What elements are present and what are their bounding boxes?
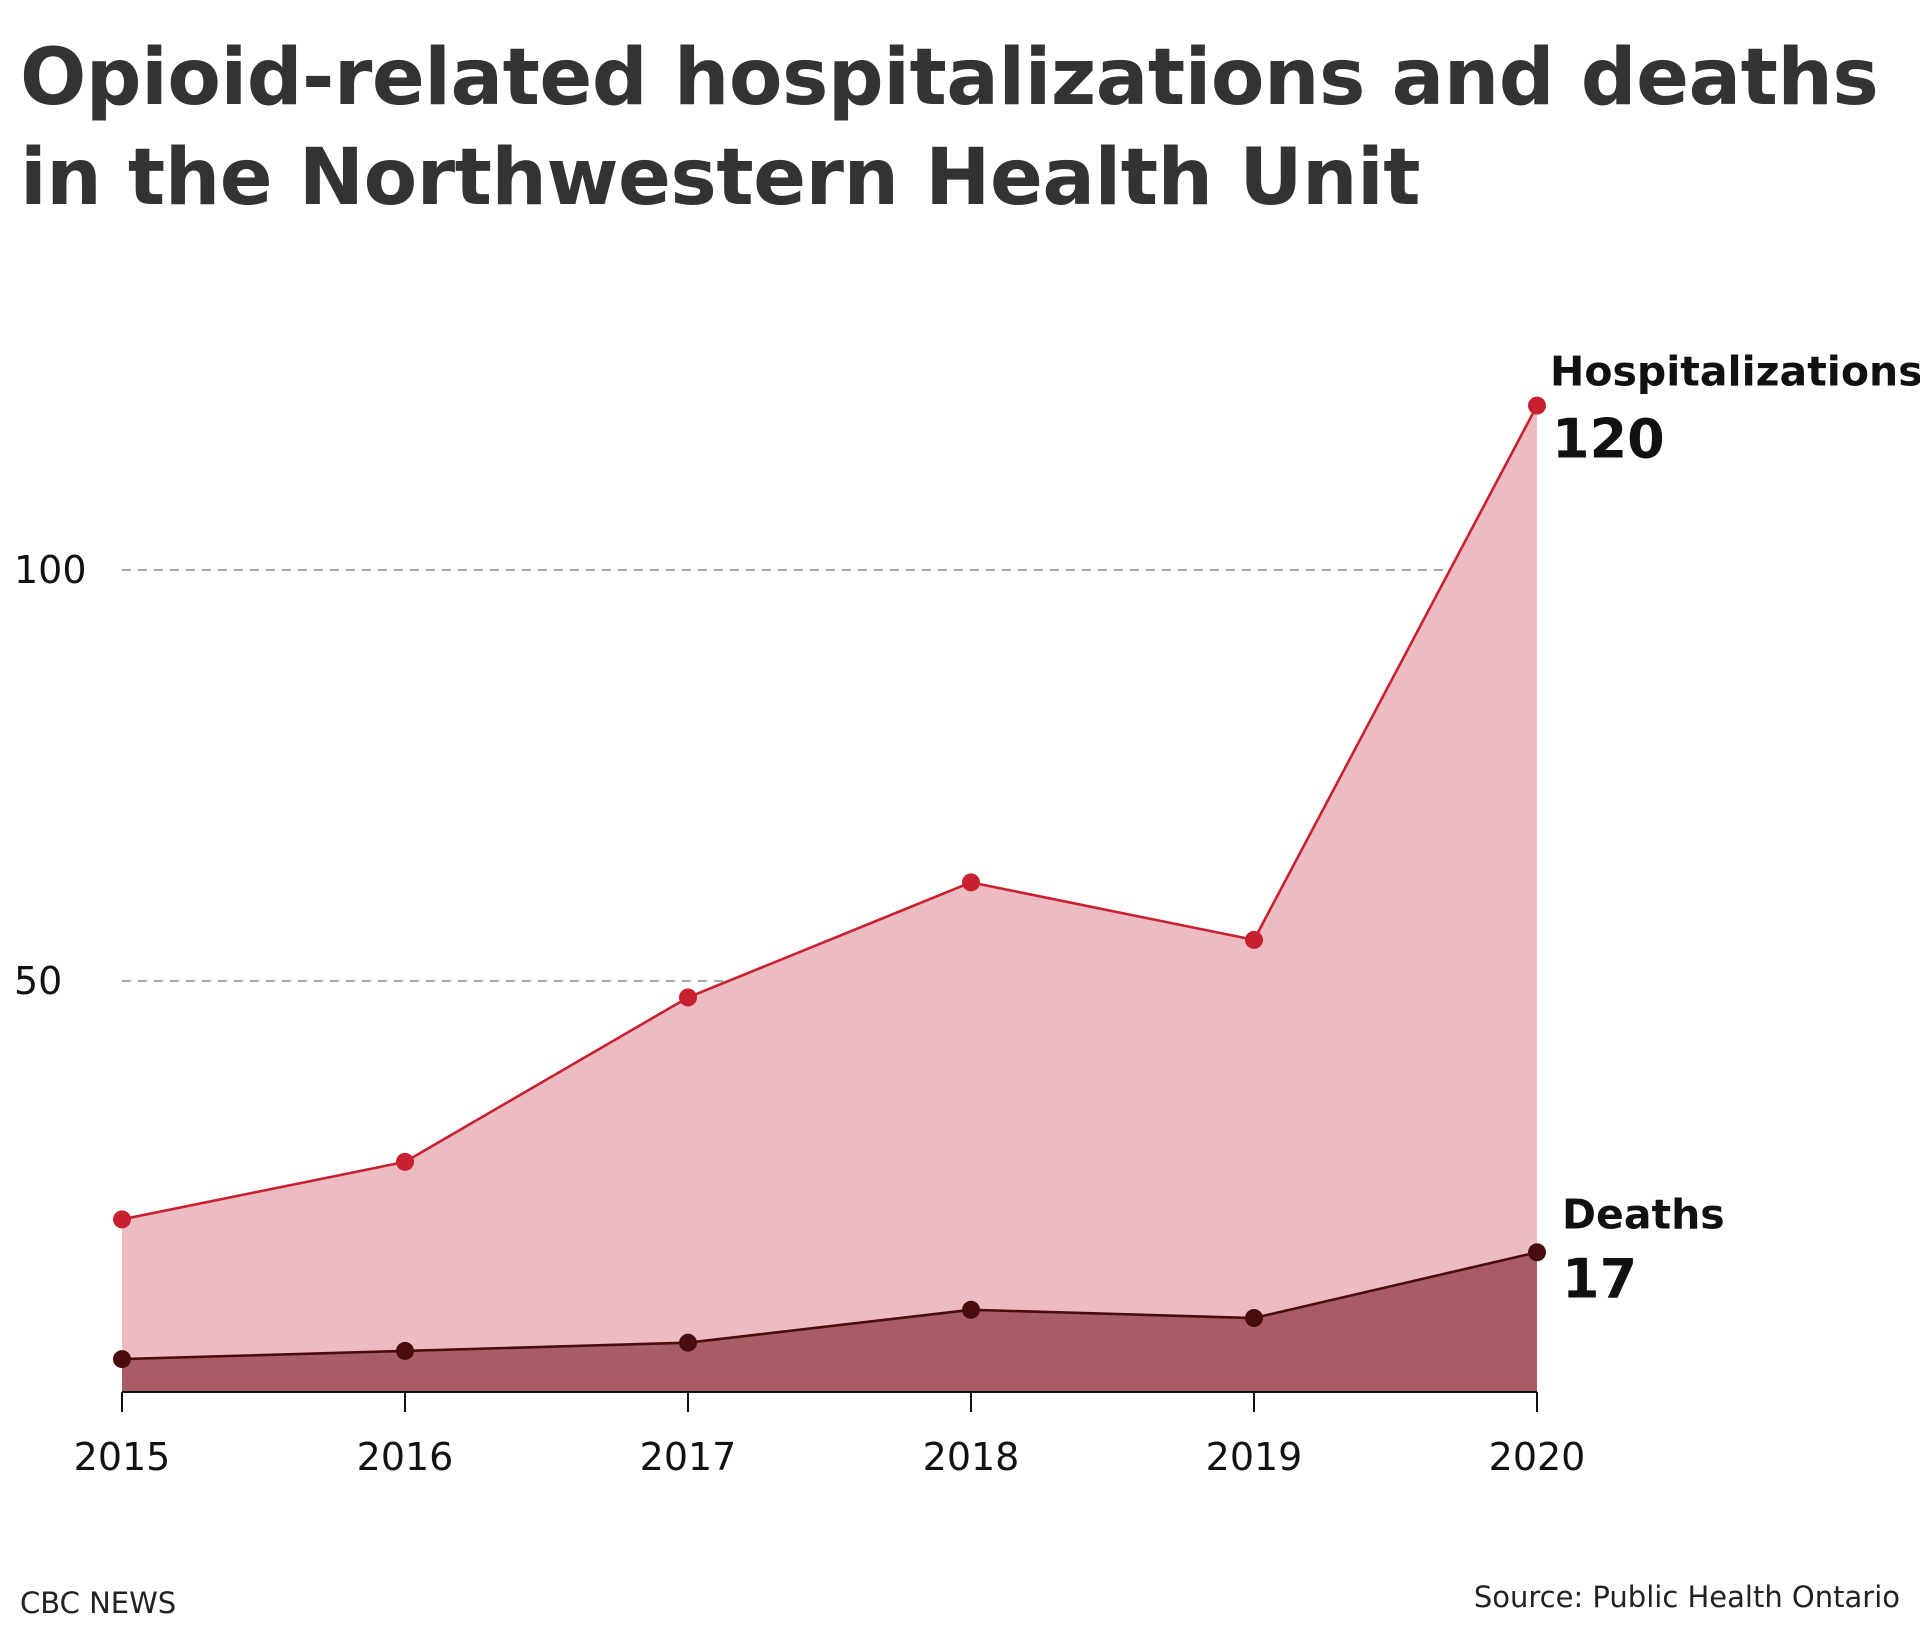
deaths-point: [1245, 1309, 1263, 1328]
x-tick-label: 2016: [357, 1435, 454, 1479]
x-tick-label: 2015: [74, 1435, 171, 1479]
series-name-hospitalizations: Hospitalizations: [1550, 348, 1920, 396]
hospitalizations-point: [679, 988, 697, 1007]
y-tick-label: 50: [14, 959, 62, 1003]
chart-title: Opioid-related hospitalizations and deat…: [20, 33, 1879, 223]
hospitalizations-point: [1528, 396, 1546, 415]
area-deaths: [122, 1252, 1537, 1392]
source-note: Source: Public Health Ontario: [1473, 1580, 1900, 1614]
series-areas: [122, 405, 1537, 1393]
area-hospitalizations: [122, 405, 1537, 1393]
hospitalizations-point: [113, 1210, 131, 1229]
deaths-point: [396, 1341, 414, 1360]
x-axis: 2015 2016 2017 2018 2019 2020: [74, 1391, 1586, 1479]
y-tick-label: 100: [14, 548, 87, 592]
deaths-point: [962, 1300, 980, 1319]
data-points: [113, 396, 1546, 1369]
deaths-point: [1528, 1243, 1546, 1262]
x-tick-label: 2019: [1206, 1435, 1303, 1479]
hospitalizations-point: [962, 873, 980, 892]
x-tick-label: 2017: [640, 1435, 737, 1479]
series-value-deaths: 17: [1562, 1247, 1637, 1310]
deaths-point: [679, 1333, 697, 1352]
hospitalizations-point: [396, 1152, 414, 1171]
hospitalizations-point: [1245, 930, 1263, 949]
deaths-point: [113, 1350, 131, 1369]
series-labels: Hospitalizations 120 Deaths 17: [1550, 348, 1920, 1311]
x-tick-label: 2020: [1489, 1435, 1586, 1479]
credit-label: CBC NEWS: [20, 1586, 177, 1620]
line-deaths: [121, 1250, 1538, 1361]
x-tick-label: 2018: [923, 1435, 1020, 1479]
series-name-deaths: Deaths: [1562, 1190, 1725, 1238]
series-value-hospitalizations: 120: [1552, 408, 1665, 471]
line-hospitalizations: [121, 404, 1539, 1221]
series-lines: [121, 404, 1539, 1361]
